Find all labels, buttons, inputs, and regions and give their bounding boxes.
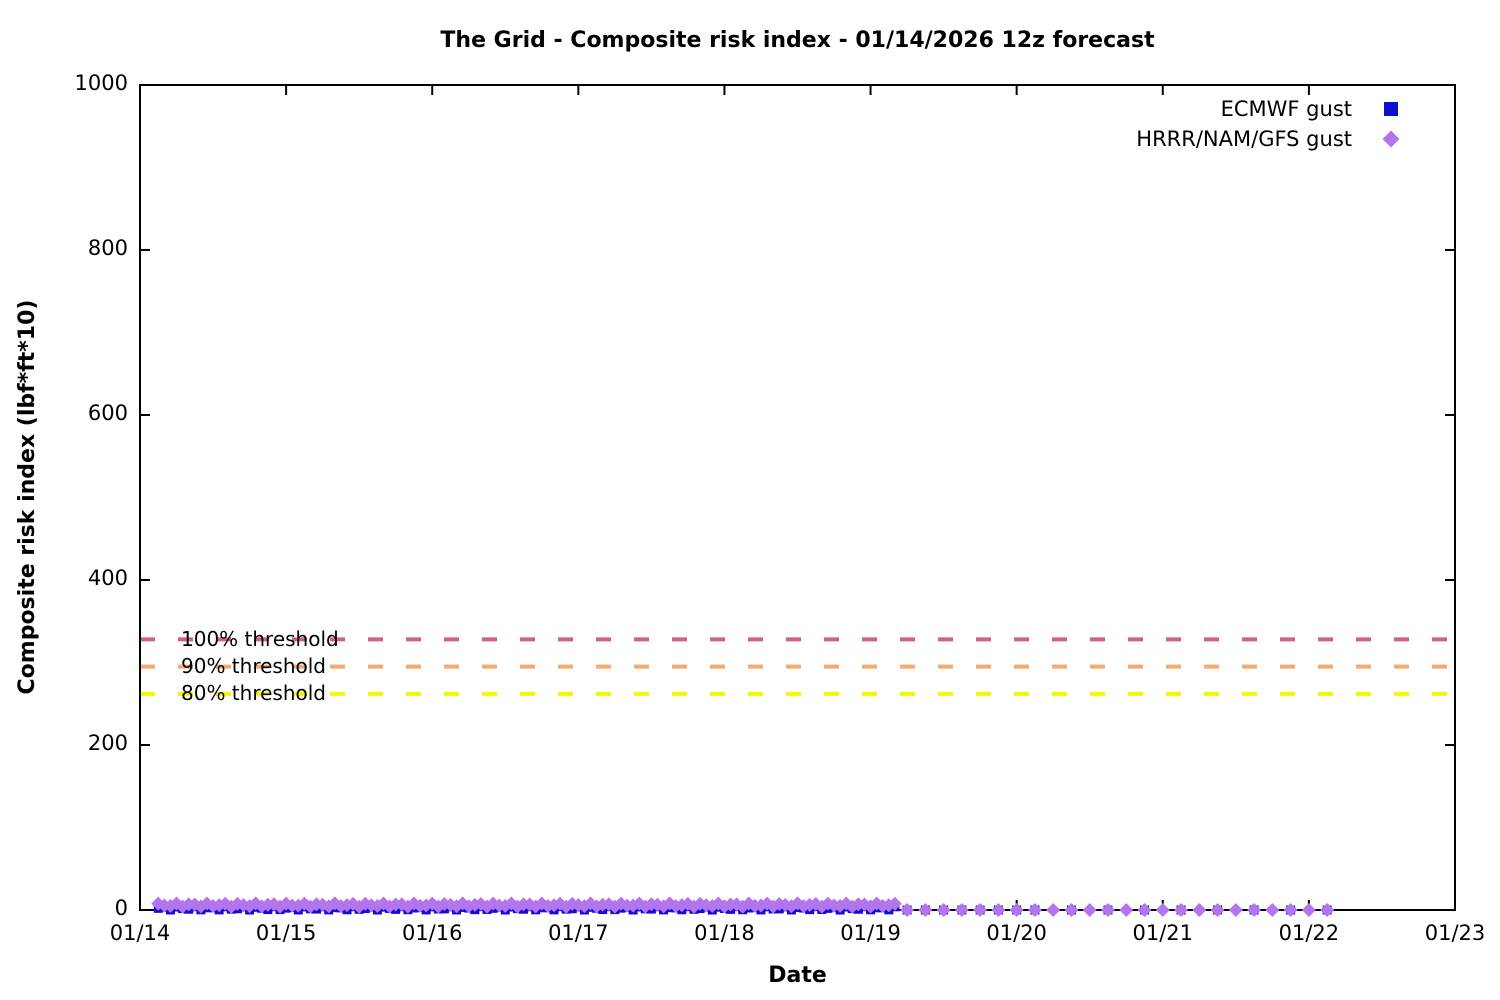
y-tick-label: 1000	[74, 71, 128, 95]
series-hrrr-points	[151, 896, 1335, 917]
y-tick-label: 800	[87, 236, 128, 260]
x-tick-label: 01/14	[109, 921, 171, 945]
legend-entry-hrrr: HRRR/NAM/GFS gust	[1000, 124, 1400, 154]
threshold-lines	[140, 637, 1448, 696]
x-tick-label: 01/18	[694, 921, 755, 945]
x-tick-label: 01/21	[1132, 921, 1194, 945]
hrrr-diamond-marker-icon	[1382, 130, 1400, 148]
threshold-label-90: 90% threshold	[181, 654, 326, 678]
axes-frame	[139, 84, 1456, 911]
y-tick-label: 600	[87, 401, 128, 425]
threshold-label-100: 100% threshold	[181, 627, 339, 651]
y-axis-title: Composite risk index (lbf*ft*10)	[15, 299, 40, 695]
x-tick-label: 01/22	[1278, 921, 1340, 945]
y-tick-label: 400	[87, 566, 128, 590]
x-tick-label: 01/15	[255, 921, 317, 945]
legend-label-hrrr: HRRR/NAM/GFS gust	[1136, 127, 1352, 151]
ecmwf-square-marker-icon	[1382, 100, 1400, 118]
legend-entry-ecmwf: ECMWF gust	[1000, 94, 1400, 124]
x-tick-label: 01/17	[548, 921, 609, 945]
x-axis-title: Date	[768, 963, 827, 988]
threshold-label-80: 80% threshold	[181, 681, 326, 705]
x-tick-label: 01/19	[840, 921, 901, 945]
y-tick-label: 0	[114, 896, 128, 920]
y-tick-label: 200	[87, 731, 128, 755]
x-tick-label: 01/16	[401, 921, 463, 945]
x-tick-label: 01/20	[986, 921, 1047, 945]
legend-label-ecmwf: ECMWF gust	[1220, 97, 1352, 121]
chart-legend: ECMWF gust HRRR/NAM/GFS gust	[1000, 94, 1400, 154]
chart-title: The Grid - Composite risk index - 01/14/…	[440, 28, 1155, 53]
x-tick-label: 01/23	[1424, 921, 1486, 945]
